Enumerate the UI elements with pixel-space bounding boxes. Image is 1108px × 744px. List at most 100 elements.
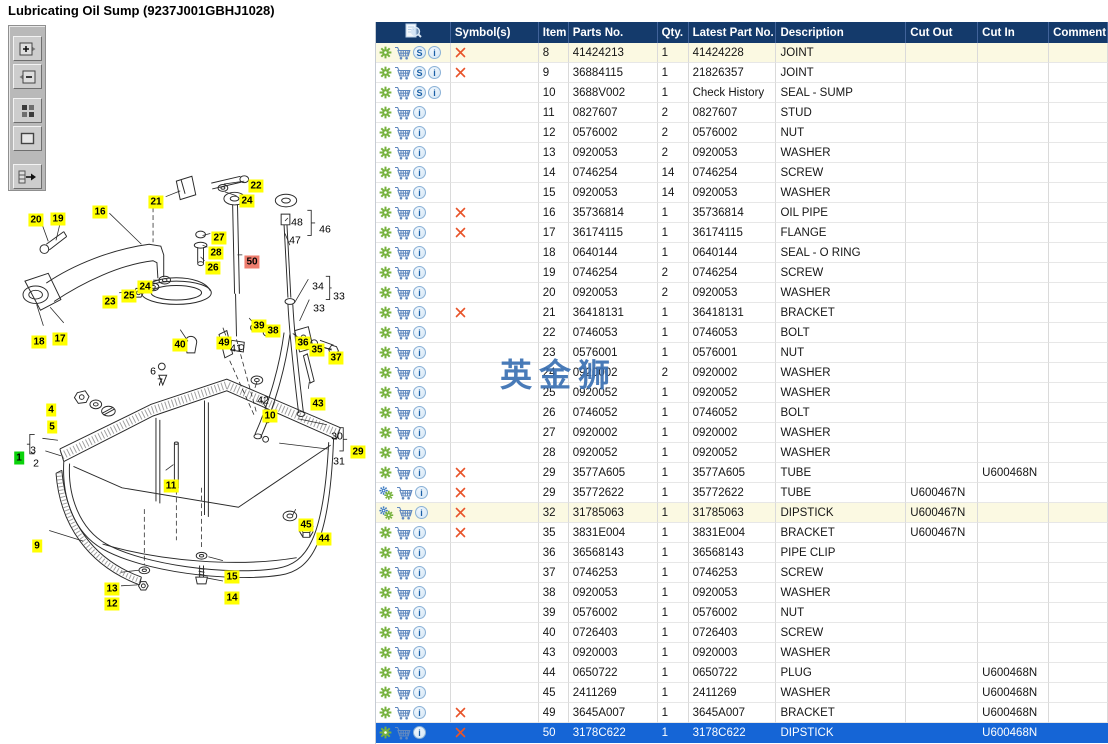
info-icon[interactable]: i	[413, 166, 426, 179]
info-icon[interactable]: i	[413, 566, 426, 579]
table-row-item-14-0746254[interactable]: i 14 0746254 14 0746254 SCREW	[376, 163, 1108, 183]
gear-icon[interactable]	[379, 346, 392, 359]
callout-16[interactable]: 16	[92, 205, 108, 219]
table-row-item-43-0920003[interactable]: i 43 0920003 1 0920003 WASHER	[376, 643, 1108, 663]
cart-icon[interactable]	[394, 585, 411, 600]
gear-icon[interactable]	[379, 646, 392, 659]
callout-4[interactable]: 4	[46, 403, 56, 417]
callout-13[interactable]: 13	[104, 582, 120, 596]
cart-icon[interactable]	[394, 205, 411, 220]
table-row-item-35-3831E004[interactable]: i 35 3831E004 1 3831E004 BRACKET U600467N	[376, 523, 1108, 543]
cart-icon[interactable]	[394, 465, 411, 480]
cart-icon[interactable]	[394, 65, 411, 80]
callout-29[interactable]: 29	[350, 445, 366, 459]
table-row-item-12-0576002[interactable]: i 12 0576002 2 0576002 NUT	[376, 123, 1108, 143]
gear-icon[interactable]	[379, 266, 392, 279]
cart-icon[interactable]	[394, 165, 411, 180]
gear-double-icon[interactable]	[379, 505, 394, 520]
gear-icon[interactable]	[379, 146, 392, 159]
s-badge-icon[interactable]: S	[413, 86, 426, 99]
gear-icon[interactable]	[379, 326, 392, 339]
info-icon[interactable]: i	[413, 386, 426, 399]
table-row-item-49-3645A007[interactable]: i 49 3645A007 1 3645A007 BRACKET U600468N	[376, 703, 1108, 723]
gear-double-icon[interactable]	[379, 485, 394, 500]
info-icon[interactable]: i	[413, 406, 426, 419]
gear-icon[interactable]	[379, 206, 392, 219]
gear-icon[interactable]	[379, 726, 392, 739]
s-badge-icon[interactable]: S	[413, 66, 426, 79]
callout-24[interactable]: 24	[239, 194, 255, 208]
cart-icon[interactable]	[394, 405, 411, 420]
info-icon[interactable]: i	[428, 46, 441, 59]
cart-icon[interactable]	[394, 325, 411, 340]
table-row-item-16-35736814[interactable]: i 16 35736814 1 35736814 OIL PIPE	[376, 203, 1108, 223]
callout-21[interactable]: 21	[148, 195, 164, 209]
callout-24[interactable]: 24	[137, 280, 153, 294]
cart-icon[interactable]	[394, 725, 411, 740]
info-icon[interactable]: i	[413, 526, 426, 539]
cart-icon[interactable]	[394, 685, 411, 700]
cart-icon[interactable]	[394, 385, 411, 400]
gear-icon[interactable]	[379, 46, 392, 59]
callout-38[interactable]: 38	[265, 324, 281, 338]
info-icon[interactable]: i	[415, 506, 428, 519]
zoom-out-button[interactable]	[13, 64, 42, 89]
table-row-item-37-0746253[interactable]: i 37 0746253 1 0746253 SCREW	[376, 563, 1108, 583]
callout-14[interactable]: 14	[224, 591, 240, 605]
cart-icon[interactable]	[394, 45, 411, 60]
callout-18[interactable]: 18	[31, 335, 47, 349]
table-row-item-29-35772622[interactable]: i 29 35772622 1 35772622 TUBE U600467N	[376, 483, 1108, 503]
gear-icon[interactable]	[379, 126, 392, 139]
table-row-item-25-0920052[interactable]: i 25 0920052 1 0920052 WASHER	[376, 383, 1108, 403]
cart-icon[interactable]	[394, 565, 411, 580]
callout-49[interactable]: 49	[216, 336, 232, 350]
table-row-item-26-0746052[interactable]: i 26 0746052 1 0746052 BOLT	[376, 403, 1108, 423]
info-icon[interactable]: i	[413, 726, 426, 739]
info-icon[interactable]: i	[413, 446, 426, 459]
cart-icon[interactable]	[394, 345, 411, 360]
info-icon[interactable]: i	[413, 606, 426, 619]
callout-43[interactable]: 43	[310, 397, 326, 411]
callout-40[interactable]: 40	[172, 338, 188, 352]
info-icon[interactable]: i	[413, 546, 426, 559]
s-badge-icon[interactable]: S	[413, 46, 426, 59]
zoom-in-button[interactable]	[13, 36, 42, 61]
cart-icon[interactable]	[394, 85, 411, 100]
callout-27[interactable]: 27	[211, 231, 227, 245]
info-icon[interactable]: i	[428, 86, 441, 99]
callout-10[interactable]: 10	[262, 409, 278, 423]
gear-icon[interactable]	[379, 606, 392, 619]
gear-icon[interactable]	[379, 706, 392, 719]
callout-12[interactable]: 12	[104, 597, 120, 611]
callout-39[interactable]: 39	[251, 319, 267, 333]
cart-icon[interactable]	[394, 605, 411, 620]
gear-icon[interactable]	[379, 466, 392, 479]
gear-icon[interactable]	[379, 246, 392, 259]
cart-icon[interactable]	[394, 145, 411, 160]
table-row-item-39-0576002[interactable]: i 39 0576002 1 0576002 NUT	[376, 603, 1108, 623]
table-row-item-13-0920053[interactable]: i 13 0920053 2 0920053 WASHER	[376, 143, 1108, 163]
table-row-item-50-3178C622[interactable]: i 50 3178C622 1 3178C622 DIPSTICK U600468N	[376, 723, 1108, 743]
cart-icon[interactable]	[394, 705, 411, 720]
info-icon[interactable]: i	[413, 346, 426, 359]
gear-icon[interactable]	[379, 666, 392, 679]
gear-icon[interactable]	[379, 66, 392, 79]
table-row-item-45-2411269[interactable]: i 45 2411269 1 2411269 WASHER U600468N	[376, 683, 1108, 703]
callout-50[interactable]: 50	[244, 255, 260, 269]
info-icon[interactable]: i	[413, 466, 426, 479]
gear-icon[interactable]	[379, 406, 392, 419]
info-icon[interactable]: i	[413, 426, 426, 439]
toggle-panel-button[interactable]	[13, 164, 42, 189]
fit-view-button[interactable]	[13, 126, 42, 151]
info-icon[interactable]: i	[413, 246, 426, 259]
table-row-item-36-36568143[interactable]: i 36 36568143 1 36568143 PIPE CLIP	[376, 543, 1108, 563]
table-row-item-44-0650722[interactable]: i 44 0650722 1 0650722 PLUG U600468N	[376, 663, 1108, 683]
info-icon[interactable]: i	[413, 306, 426, 319]
info-icon[interactable]: i	[415, 486, 428, 499]
table-row-item-40-0726403[interactable]: i 40 0726403 1 0726403 SCREW	[376, 623, 1108, 643]
info-icon[interactable]: i	[413, 706, 426, 719]
cart-icon[interactable]	[396, 485, 413, 500]
table-row-item-11-0827607[interactable]: i 11 0827607 2 0827607 STUD	[376, 103, 1108, 123]
callout-37[interactable]: 37	[328, 351, 344, 365]
callout-15[interactable]: 15	[224, 570, 240, 584]
